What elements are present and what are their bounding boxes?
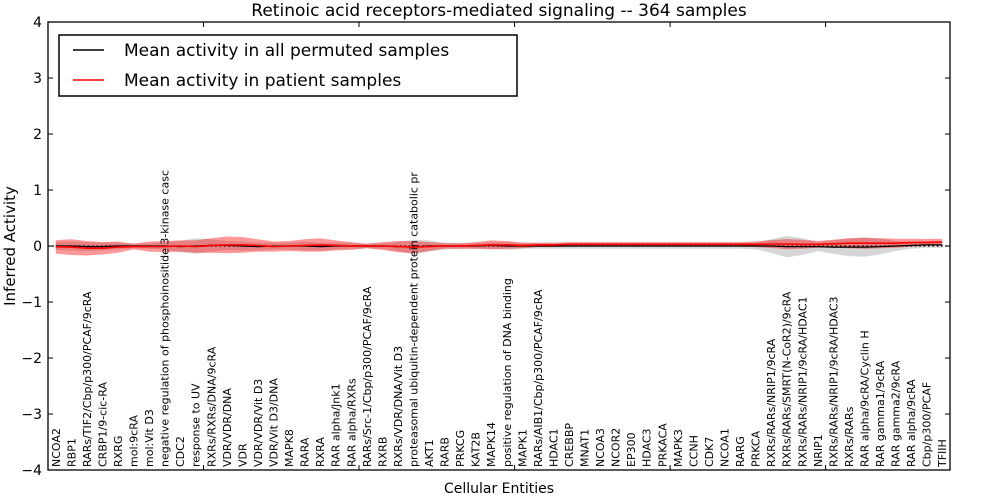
x-tick-label: NCOA1 xyxy=(719,428,732,467)
x-tick-labels: NCOA2 RBP1 RARs/TIF2/Cbp/p300/PCAF/9cRA CRB… xyxy=(50,170,949,468)
legend-label-patient: Mean activity in patient samples xyxy=(124,71,401,91)
chart-title: Retinoic acid receptors-mediated signali… xyxy=(251,1,747,21)
legend-box xyxy=(58,34,518,97)
x-tick-label: RBP1 xyxy=(65,438,78,467)
x-tick-label: RARs/TIF2/Cbp/p300/PCAF/9cRA xyxy=(81,291,94,467)
x-tick-label: RAR gamma1/9cRA xyxy=(874,360,887,467)
legend-label-permuted: Mean activity in all permuted samples xyxy=(124,41,449,61)
std-band-permuted xyxy=(55,235,943,258)
y-tick-labels: −4 −3 −2 −1 0 1 2 3 4 xyxy=(21,15,42,479)
x-tick-label: TFIIH xyxy=(936,439,949,468)
x-tick-label: RAR gamma2/9cRA xyxy=(890,360,903,467)
y-tick-label: 2 xyxy=(33,127,42,143)
x-tick-label: VDR xyxy=(236,443,249,467)
x-tick-label: PRKCA xyxy=(750,430,763,467)
x-tick-label: RAR alpha/RXRs xyxy=(345,378,358,467)
x-tick-label: negative regulation of phosphoinositide … xyxy=(159,170,172,467)
x-tick-label: RXRs/VDR/DNA/Vit D3 xyxy=(392,346,405,467)
x-tick-label: RARA xyxy=(299,437,312,467)
x-tick-label: MAPK14 xyxy=(485,422,498,467)
x-tick-label: positive regulation of DNA binding xyxy=(501,278,514,467)
x-tick-label: VDR/VDR/Vit D3 xyxy=(252,379,265,467)
x-tick-label: VDR/Vit D3/DNA xyxy=(268,378,281,467)
y-tick-label: 1 xyxy=(33,183,42,199)
x-tick-label: Cbp/p300/PCAF xyxy=(921,382,934,467)
y-tick-label: 4 xyxy=(33,15,42,31)
x-tick-label: RXRs/RARs/SMRT(N-CoR2)/9cRA xyxy=(781,291,794,467)
x-tick-label: RXRs/RARs xyxy=(843,406,856,467)
x-tick-label: NCOA3 xyxy=(594,428,607,467)
mean-line-patient xyxy=(55,241,943,249)
x-axis-title: Cellular Entities xyxy=(444,481,554,497)
x-tick-label: RXRs/RARs/NRIP1/9cRA/HDAC1 xyxy=(796,296,809,467)
x-tick-label: HDAC1 xyxy=(547,428,560,467)
x-tick-label: CDK7 xyxy=(703,437,716,467)
x-tick-label: MAPK3 xyxy=(672,429,685,467)
legend: Mean activity in all permuted samples Me… xyxy=(58,34,518,97)
x-tick-label: MNAT1 xyxy=(579,429,592,467)
x-tick-label: EP300 xyxy=(625,432,638,467)
x-tick-label: RAR alpha/9cRA xyxy=(905,379,918,467)
x-tick-label: PRKCG xyxy=(454,430,467,467)
x-tick-label: mol:Vit D3 xyxy=(143,409,156,467)
x-tick-label: CCNH xyxy=(687,435,700,467)
y-tick-label: 3 xyxy=(33,71,42,87)
x-tick-label: VDR/VDR/DNA xyxy=(221,388,234,467)
x-tick-label: MAPK8 xyxy=(283,429,296,467)
y-tick-label: 0 xyxy=(33,239,42,255)
x-tick-label: RXRB xyxy=(376,437,389,467)
x-tick-label: RXRs/RXRs/DNA/9cRA xyxy=(205,346,218,467)
y-tick-label: −4 xyxy=(21,463,42,479)
y-tick-label: −3 xyxy=(21,407,42,423)
x-tick-label: RXRs/RARs/NRIP1/9cRA/HDAC3 xyxy=(827,296,840,467)
x-tick-label: CDC2 xyxy=(174,436,187,467)
x-tick-label: RARs/AIB1/Cbp/p300/PCAF/9cRA xyxy=(532,289,545,467)
x-tick-label: CREBBP xyxy=(563,423,576,467)
x-tick-label: PRKACA xyxy=(656,423,669,467)
x-tick-label: RXRA xyxy=(314,437,327,467)
x-tick-label: RXRG xyxy=(112,436,125,467)
mean-lines xyxy=(55,241,943,249)
y-axis-title: Inferred Activity xyxy=(1,186,19,306)
x-tick-label: RARB xyxy=(439,437,452,467)
x-tick-label: NCOR2 xyxy=(610,428,623,467)
x-tick-label: NRIP1 xyxy=(812,434,825,467)
y-tick-label: −1 xyxy=(21,295,42,311)
plot-frame xyxy=(47,21,951,471)
x-tick-label: AKT1 xyxy=(423,439,436,467)
x-tick-label: KAT2B xyxy=(470,432,483,467)
x-tick-label: RAR alpha/Jnk1 xyxy=(330,383,343,467)
x-tick-label: NCOA2 xyxy=(50,428,63,467)
x-tick-label: RARG xyxy=(734,436,747,467)
x-tick-label: CRBP1/9-cic-RA xyxy=(96,382,109,467)
x-tick-label: HDAC3 xyxy=(641,428,654,467)
x-tick-label: proteasomal ubiquitin-dependent protein … xyxy=(408,172,421,467)
x-tick-label: RAR alpha/9cRA/Cyclin H xyxy=(859,330,872,467)
x-tick-label: MAPK1 xyxy=(516,429,529,467)
x-tick-label: RARs/Src-1/Cbp/p300/PCAF/9cRA xyxy=(361,286,374,467)
x-tick-label: response to UV xyxy=(190,383,203,467)
x-tick-label: mol:9cRA xyxy=(128,415,141,467)
y-tick-label: −2 xyxy=(21,351,42,367)
x-tick-label: RXRs/RARs/NRIP1/9cRA xyxy=(765,338,778,467)
